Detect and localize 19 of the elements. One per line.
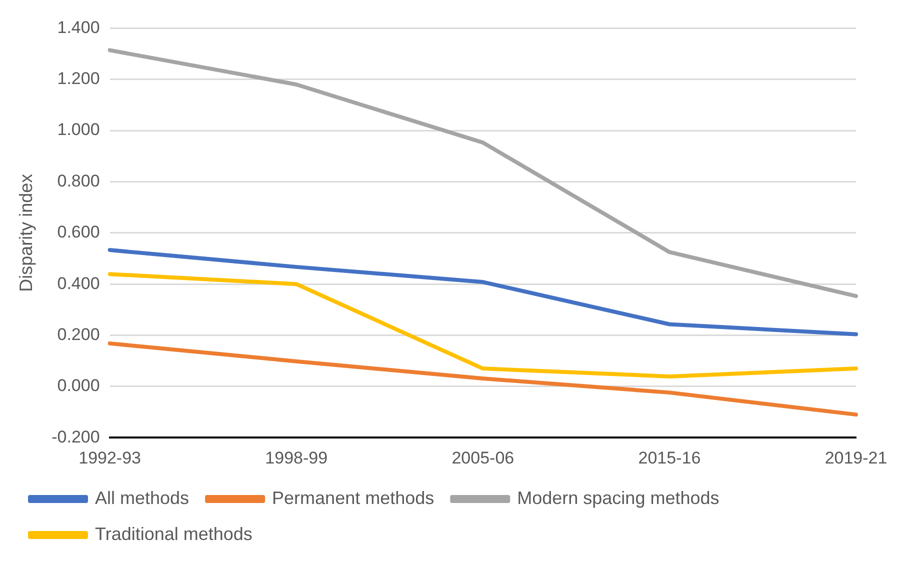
x-tick-label: 2005-06 <box>452 448 514 468</box>
y-tick-label: 0.600 <box>57 222 100 242</box>
y-axis-title: Disparity index <box>16 174 36 292</box>
x-tick-label: 1998-99 <box>265 448 328 468</box>
y-tick-label: 0.400 <box>57 274 100 293</box>
x-tick-label: 1992-93 <box>78 448 141 468</box>
y-tick-label: -0.200 <box>52 427 100 446</box>
y-tick-label: 1.200 <box>57 69 100 88</box>
y-tick-label: 1.000 <box>57 120 100 140</box>
y-tick-label: 1.400 <box>57 18 100 37</box>
y-tick-label: 0.000 <box>57 376 100 396</box>
y-tick-label: 0.200 <box>57 324 100 344</box>
x-tick-label: 2015-16 <box>638 448 701 468</box>
legend-label: Traditional methods <box>95 524 252 544</box>
x-tick-label: 2019-21 <box>824 448 888 468</box>
legend-label: Modern spacing methods <box>517 488 720 508</box>
y-tick-label: 0.800 <box>57 171 100 190</box>
legend-label: All methods <box>95 488 190 508</box>
legend-label: Permanent methods <box>272 488 434 508</box>
